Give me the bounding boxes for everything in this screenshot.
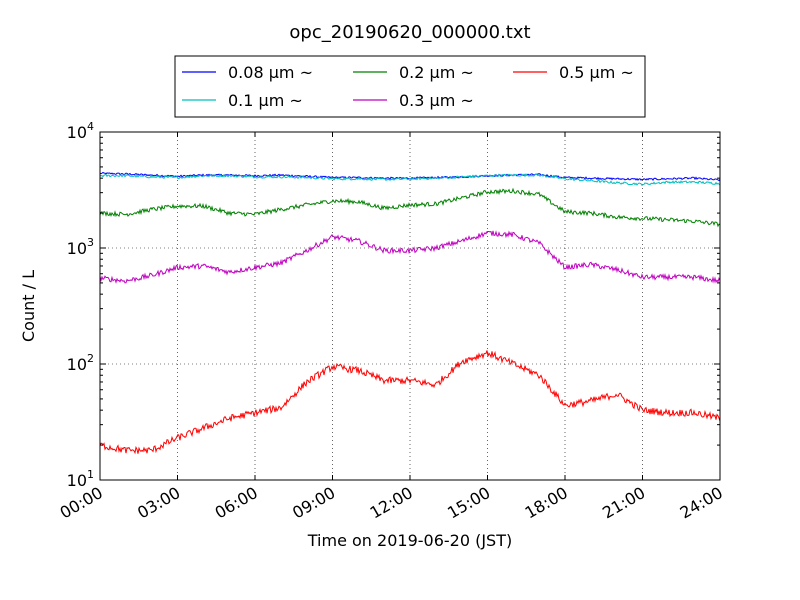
chart-title: opc_20190620_000000.txt [289,22,530,43]
y-tick-labels: 101 102 103 104 [67,120,94,490]
series-line [99,350,721,455]
legend-label: 0.1 μm ~ [228,91,303,110]
x-tick-labels: 00:00 03:00 06:00 09:00 12:00 15:00 18:00 21:00… [57,483,726,523]
legend-frame [174,55,646,118]
legend-label: 0.08 μm ~ [228,63,313,82]
series-line [99,173,721,186]
x-tick-label: 18:00 [522,483,571,523]
legend: 0.08 μm ~ 0.1 μm ~ 0.2 μm ~ 0.3 μm ~ 0.5 μm … [174,55,646,118]
data-series [99,171,721,455]
y-tick-label: 101 [67,468,94,490]
series-line [99,230,721,284]
plot-background [100,132,720,480]
x-tick-label: 03:00 [134,483,183,523]
legend-label: 0.3 μm ~ [399,91,474,110]
y-tick-label: 103 [67,236,94,258]
y-tick-label: 102 [67,352,94,374]
x-tick-label: 06:00 [212,483,261,523]
x-tick-label: 09:00 [289,483,338,523]
x-tick-label: 15:00 [444,483,493,523]
axis-ticks [99,131,721,481]
y-tick-label: 104 [67,120,94,142]
x-axis-label: Time on 2019-06-20 (JST) [307,531,512,550]
series-line [99,187,721,228]
x-tick-label: 21:00 [599,483,648,523]
x-tick-label: 24:00 [677,483,726,523]
grid-lines [100,132,720,480]
y-axis-label: Count / L [19,270,38,342]
legend-label: 0.2 μm ~ [399,63,474,82]
legend-label: 0.5 μm ~ [559,63,634,82]
x-tick-label: 12:00 [367,483,416,523]
